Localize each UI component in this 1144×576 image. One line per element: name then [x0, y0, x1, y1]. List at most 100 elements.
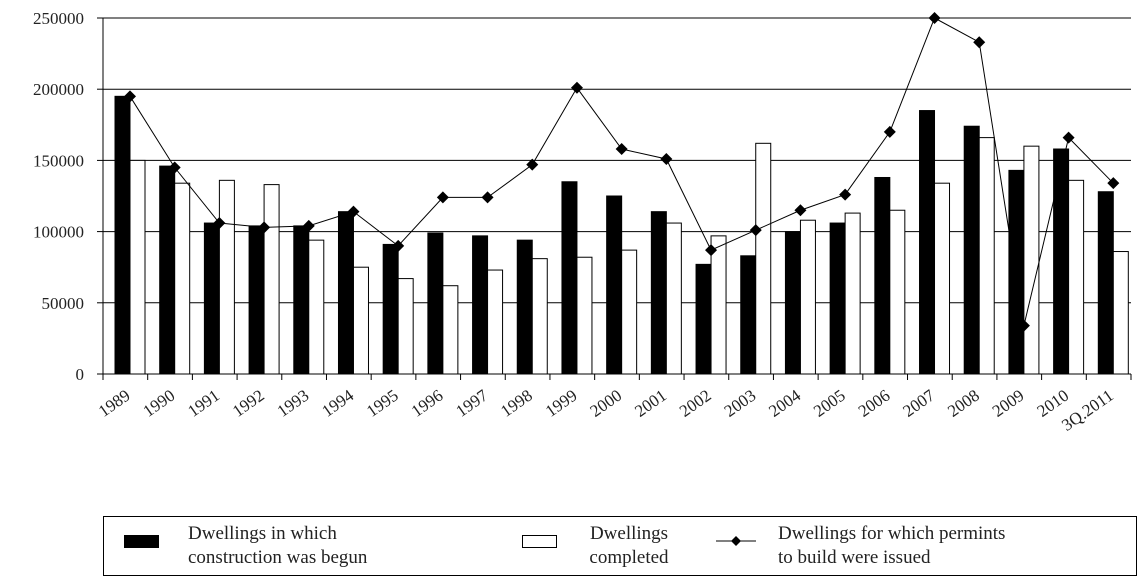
- y-tick-label: 0: [76, 365, 85, 384]
- y-tick-labels: 0 50000 100000 150000 200000 250000: [33, 9, 84, 384]
- x-tick-label: 2002: [676, 386, 715, 421]
- bar-completed: [263, 184, 280, 375]
- bar-begun: [516, 239, 533, 375]
- bar-begun: [606, 195, 623, 375]
- permits-point: [570, 81, 583, 94]
- permits-point: [302, 219, 315, 232]
- x-tick-label: 2000: [587, 386, 626, 421]
- x-tick-label: 2005: [810, 386, 849, 421]
- permits-point: [928, 12, 941, 24]
- permits-point: [839, 188, 852, 201]
- legend-swatch-begun: [124, 535, 159, 548]
- permits-line: [124, 12, 1120, 332]
- bar-begun: [650, 211, 667, 375]
- bar-completed: [755, 142, 772, 375]
- bar-completed: [576, 256, 593, 375]
- permits-point: [526, 158, 539, 171]
- y-tick-label: 250000: [33, 9, 84, 28]
- x-tick-label: 1991: [184, 386, 223, 421]
- bar-completed: [397, 278, 414, 375]
- bar-begun: [561, 181, 578, 375]
- permits-point: [1062, 131, 1075, 144]
- bar-completed: [308, 239, 325, 375]
- bar-begun: [203, 222, 220, 375]
- x-tick-label: 2001: [631, 386, 670, 421]
- x-tick-label: 1998: [497, 386, 536, 421]
- bar-completed: [1023, 145, 1040, 375]
- legend-label-permits: Dwellings for which permints to build we…: [778, 523, 1006, 568]
- x-tick-labels: 1989 1990 1991 1992 1993 1994 1995 1996 1997 1998…: [95, 385, 1117, 434]
- x-tick-label: 1996: [408, 386, 447, 421]
- x-tick-label: 2006: [855, 386, 894, 421]
- bar-completed: [174, 182, 191, 375]
- x-tick-label: 1995: [363, 386, 402, 421]
- bar-begun: [784, 231, 801, 375]
- bar-begun: [829, 222, 846, 375]
- permits-point: [749, 224, 762, 237]
- bar-begun: [337, 211, 354, 375]
- x-tick-label: 2007: [899, 385, 938, 420]
- x-tick-label: 1997: [452, 385, 491, 420]
- bar-completed: [1068, 179, 1085, 375]
- bar-begun: [1008, 169, 1025, 375]
- bar-begun: [963, 125, 980, 375]
- legend-swatch-completed: [522, 535, 557, 548]
- bar-completed: [621, 249, 638, 375]
- bar-completed: [978, 137, 995, 375]
- y-tick-label: 150000: [33, 151, 84, 170]
- bar-begun: [472, 235, 489, 375]
- bar-begun: [740, 255, 757, 375]
- x-tick-label: 2003: [721, 386, 760, 421]
- x-tick-label: 1993: [274, 386, 313, 421]
- permits-point: [615, 143, 628, 156]
- permits-point: [1017, 319, 1030, 332]
- x-tick-label: 1989: [95, 386, 134, 421]
- bar-completed: [665, 222, 682, 375]
- bar-completed: [844, 212, 861, 375]
- permits-point: [973, 36, 986, 49]
- bar-begun: [1097, 191, 1114, 375]
- x-tick-label: 1990: [140, 386, 179, 421]
- bar-completed: [799, 219, 816, 375]
- bar-completed: [1112, 251, 1129, 375]
- bar-begun: [874, 176, 891, 375]
- bars: [114, 95, 1129, 375]
- bar-begun: [382, 243, 399, 375]
- bar-begun: [919, 110, 936, 375]
- permits-point: [347, 205, 360, 218]
- permits-point: [213, 217, 226, 230]
- bar-begun: [248, 225, 265, 375]
- permits-point: [1107, 177, 1120, 190]
- legend-label-begun: Dwellings in which construction was begu…: [188, 523, 368, 568]
- x-tick-label: 3Q.2011: [1058, 386, 1117, 435]
- permits-point: [392, 239, 405, 252]
- bar-begun: [427, 232, 444, 375]
- permits-point: [794, 204, 807, 217]
- bar-completed: [129, 159, 146, 375]
- x-tick-label: 2008: [944, 386, 983, 421]
- axes: [97, 17, 1132, 380]
- y-tick-label: 200000: [33, 80, 84, 99]
- bar-completed: [710, 235, 727, 375]
- bar-completed: [889, 209, 906, 375]
- permits-point: [705, 244, 718, 257]
- permits-point: [481, 191, 494, 204]
- legend-label-completed: Dwellings completed: [589, 523, 669, 568]
- permits-point: [124, 90, 136, 103]
- x-tick-label: 2004: [765, 385, 804, 420]
- bar-completed: [218, 179, 235, 375]
- legend: Dwellings in which construction was begu…: [103, 516, 1137, 576]
- permits-point: [436, 191, 449, 204]
- permits-point: [883, 125, 896, 138]
- legend-swatch-permits: [716, 536, 756, 546]
- x-tick-label: 1999: [542, 386, 581, 421]
- permits-point: [660, 152, 673, 165]
- bar-begun: [293, 225, 310, 375]
- bar-completed: [531, 258, 548, 375]
- bar-begun: [159, 165, 176, 375]
- permits-point: [258, 221, 271, 234]
- bar-begun: [114, 95, 131, 375]
- permits-point: [168, 161, 181, 174]
- bar-begun: [1053, 148, 1070, 375]
